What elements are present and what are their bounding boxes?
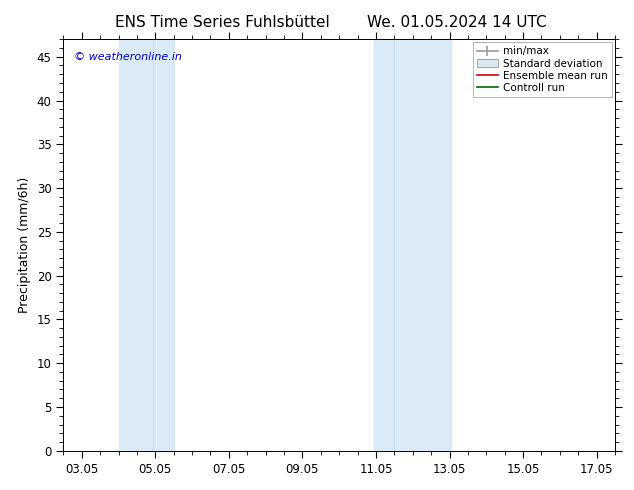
- Text: ENS Time Series Fuhlsbüttel: ENS Time Series Fuhlsbüttel: [115, 15, 329, 30]
- Text: We. 01.05.2024 14 UTC: We. 01.05.2024 14 UTC: [366, 15, 547, 30]
- Y-axis label: Precipitation (mm/6h): Precipitation (mm/6h): [18, 177, 31, 313]
- Bar: [119, 39, 174, 451]
- Legend: min/max, Standard deviation, Ensemble mean run, Controll run: min/max, Standard deviation, Ensemble me…: [473, 42, 612, 97]
- Bar: [374, 39, 451, 451]
- Text: © weatheronline.in: © weatheronline.in: [74, 51, 183, 62]
